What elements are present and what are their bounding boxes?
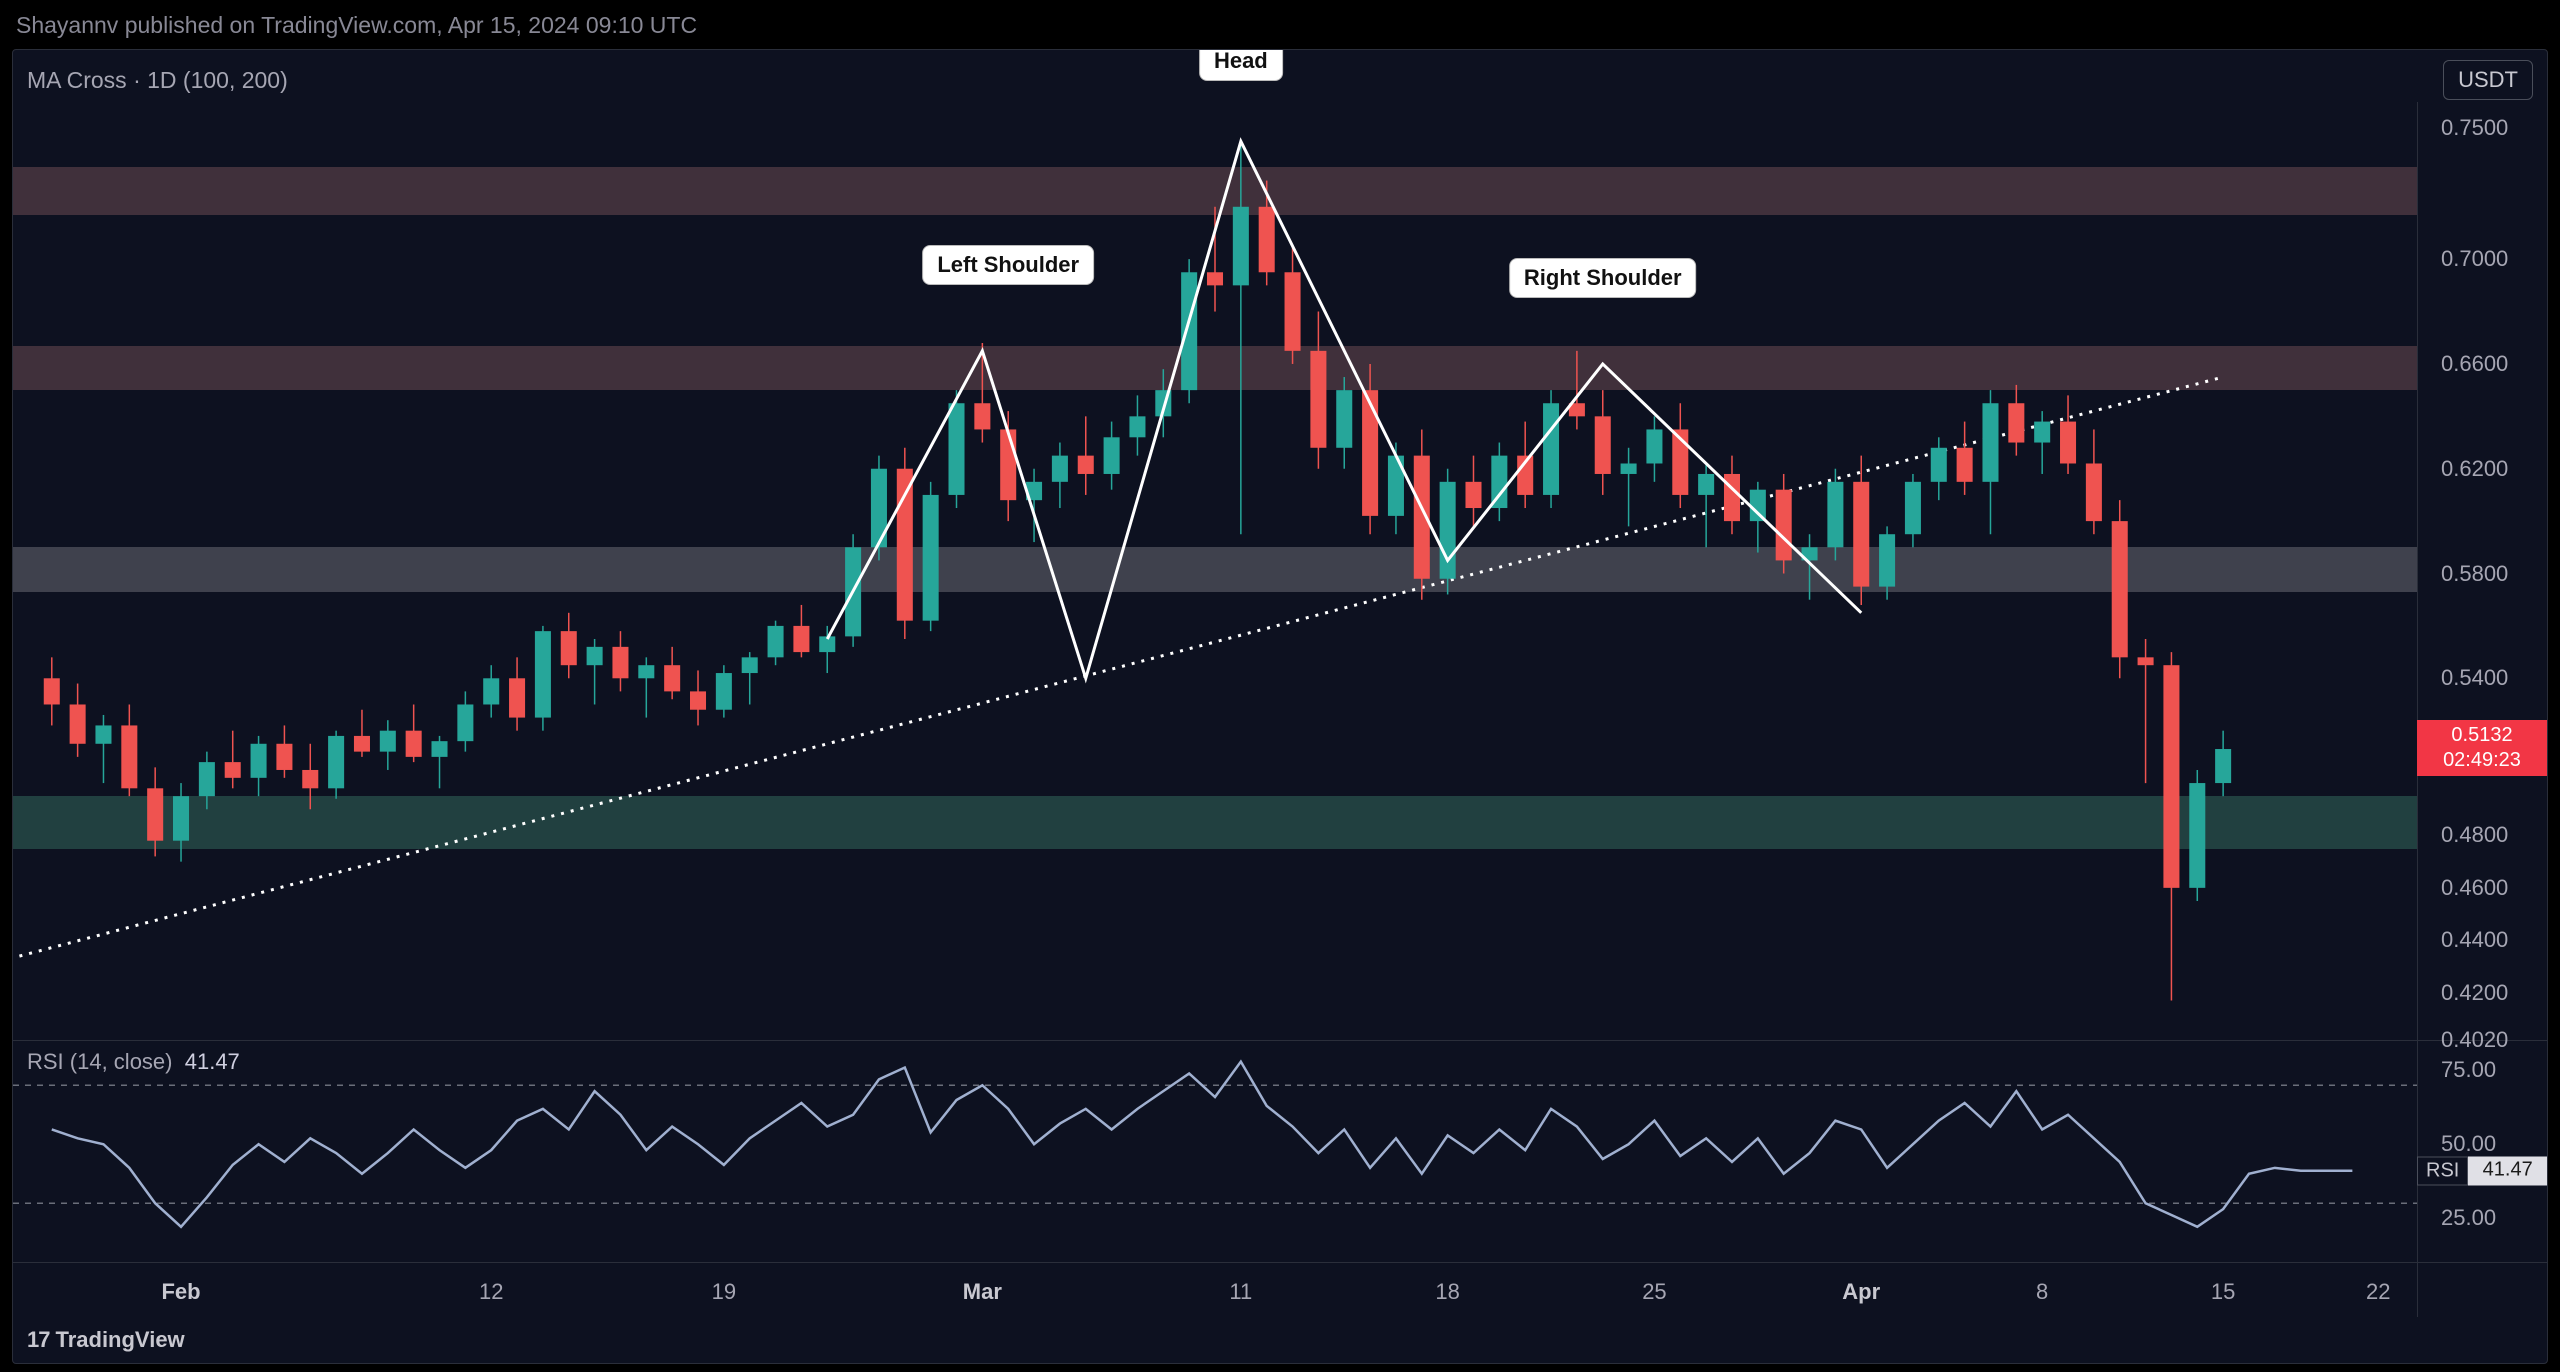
currency-badge[interactable]: USDT <box>2443 60 2533 100</box>
time-axis-tick: Mar <box>963 1279 1002 1305</box>
chart-frame: MA Cross · 1D (100, 200) USDT Left Shoul… <box>12 49 2548 1364</box>
price-chart[interactable]: Left ShoulderHeadRight Shoulder 0.75000.… <box>13 102 2547 1041</box>
y-axis-tick: 0.7500 <box>2427 115 2547 141</box>
y-axis-tick: 0.4600 <box>2427 875 2547 901</box>
y-axis-tick: 0.4800 <box>2427 822 2547 848</box>
rsi-y-tick: 50.00 <box>2427 1131 2547 1157</box>
time-axis-tick: 25 <box>1642 1279 1666 1305</box>
time-axis-tick: 22 <box>2366 1279 2390 1305</box>
time-axis-tick: 12 <box>479 1279 503 1305</box>
rsi-y-tick: 75.00 <box>2427 1057 2547 1083</box>
y-axis-tick: 0.6200 <box>2427 456 2547 482</box>
y-axis-tick: 0.4200 <box>2427 980 2547 1006</box>
rsi-chart[interactable]: RSI (14, close) 41.47 75.00 50.00 25.00 RSI… <box>13 1041 2547 1263</box>
time-axis: Feb 12 19 Mar 11 18 25 Apr 8 15 22 <box>13 1263 2547 1317</box>
publish-info: Shayannv published on TradingView.com, A… <box>12 8 2548 49</box>
time-axis-tick: 11 <box>1229 1279 1252 1305</box>
y-axis-tick: 0.4400 <box>2427 927 2547 953</box>
time-axis-tick: 18 <box>1435 1279 1459 1305</box>
rsi-value-tag: RSI41.47 <box>2417 1156 2547 1185</box>
time-axis-tick: Apr <box>1842 1279 1880 1305</box>
time-axis-tick: 15 <box>2211 1279 2235 1305</box>
brand-footer: 17 TradingView <box>13 1317 2547 1363</box>
y-axis-tick: 0.5800 <box>2427 561 2547 587</box>
time-axis-tick: Feb <box>161 1279 200 1305</box>
y-axis-tick: 0.7000 <box>2427 246 2547 272</box>
current-price-tag: 0.513202:49:23 <box>2417 720 2547 776</box>
tradingview-logo-icon: 17 <box>27 1327 49 1353</box>
time-axis-tick: 19 <box>712 1279 736 1305</box>
chart-annotation: Head <box>1199 49 1283 81</box>
rsi-label: RSI (14, close) 41.47 <box>27 1049 240 1075</box>
chart-annotation: Right Shoulder <box>1509 258 1697 298</box>
y-axis-tick: 0.6600 <box>2427 351 2547 377</box>
time-axis-tick: 8 <box>2036 1279 2048 1305</box>
indicator-label: MA Cross · 1D (100, 200) <box>27 67 288 94</box>
y-axis-tick: 0.5400 <box>2427 665 2547 691</box>
rsi-y-tick: 25.00 <box>2427 1205 2547 1231</box>
chart-annotation: Left Shoulder <box>922 245 1094 285</box>
